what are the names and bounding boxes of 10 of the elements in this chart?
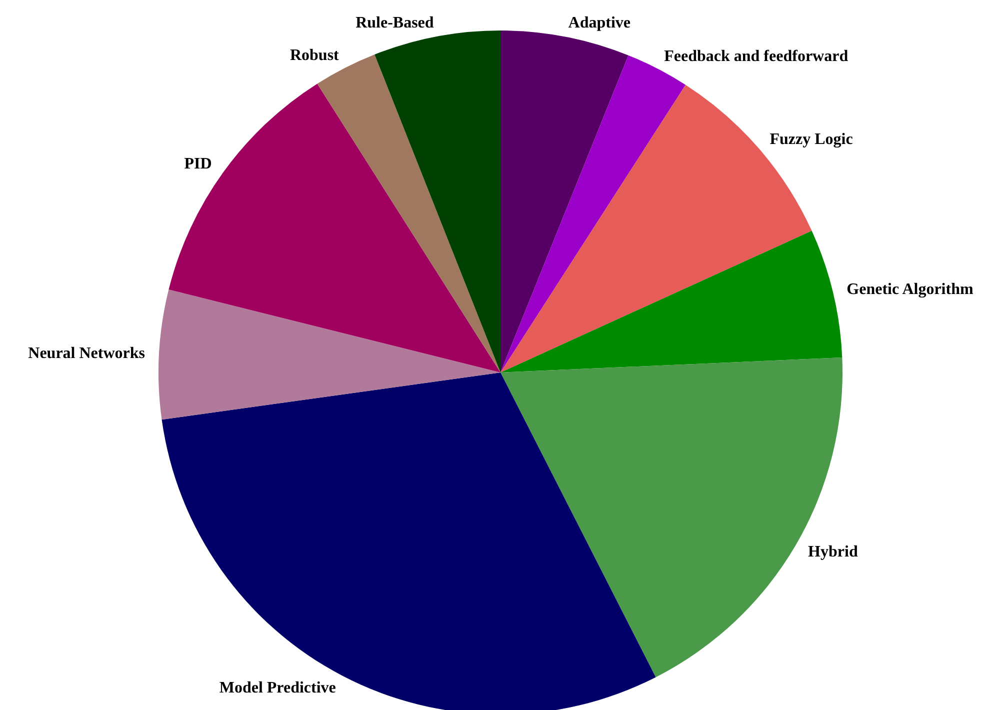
- slice-label: Fuzzy Logic: [770, 131, 853, 148]
- slice-label: Genetic Algorithm: [846, 280, 974, 298]
- slice-label: Robust: [290, 46, 340, 64]
- slice-label: Model Predictive: [219, 680, 336, 697]
- slice-label: PID: [184, 156, 212, 173]
- slice-label: Hybrid: [808, 543, 858, 560]
- slice-label: Neural Networks: [28, 344, 146, 362]
- slice-label: Adaptive: [568, 14, 631, 32]
- slice-label: Rule-Based: [356, 14, 434, 32]
- slice-label: Feedback and feedforward: [664, 48, 848, 65]
